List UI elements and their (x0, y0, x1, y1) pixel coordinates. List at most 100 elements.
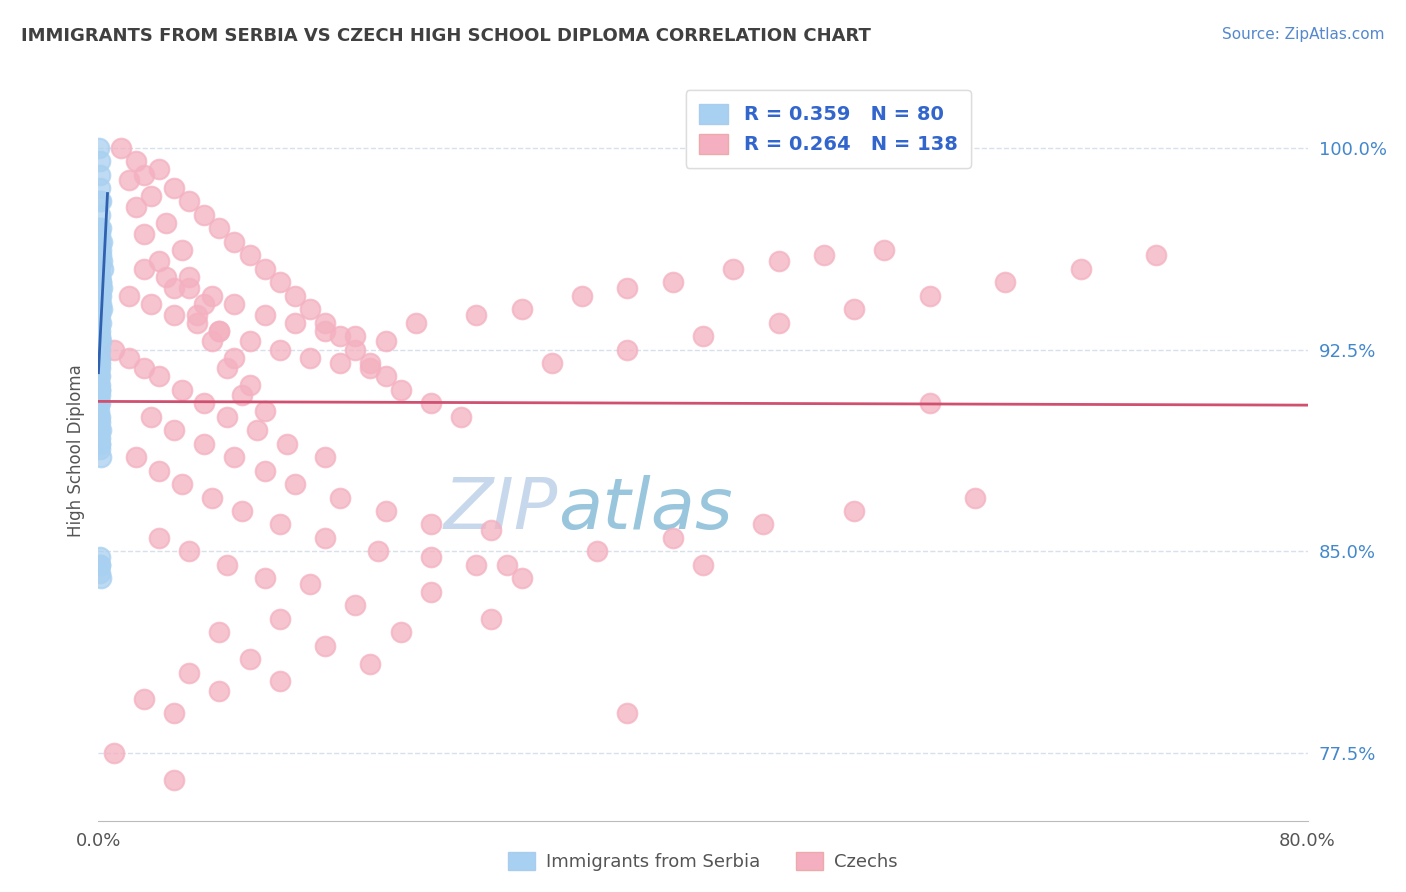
Point (89, 280, 111, 294)
Point (329, 491, 352, 505)
Point (276, 436, 298, 450)
Point (89, 275, 111, 289)
Point (224, 450, 246, 465)
Point (201, 491, 224, 505)
Point (90, 275, 112, 289)
Point (125, 450, 148, 465)
Point (692, 329, 714, 343)
Point (314, 531, 336, 545)
Text: atlas: atlas (558, 475, 733, 544)
Point (231, 504, 253, 518)
Point (269, 275, 291, 289)
Point (299, 576, 322, 591)
Point (87, 356, 110, 370)
Legend: R = 0.359   N = 80, R = 0.264   N = 138: R = 0.359 N = 80, R = 0.264 N = 138 (686, 90, 972, 168)
Point (89, 261, 111, 276)
Point (148, 253, 170, 268)
Text: IMMIGRANTS FROM SERBIA VS CZECH HIGH SCHOOL DIPLOMA CORRELATION CHART: IMMIGRANTS FROM SERBIA VS CZECH HIGH SCH… (21, 27, 870, 45)
Point (141, 189, 163, 203)
Point (215, 409, 238, 424)
Point (89, 431, 111, 445)
Point (768, 253, 790, 268)
Point (208, 684, 231, 698)
Point (89, 181, 111, 195)
Point (89, 235, 111, 249)
Point (661, 531, 683, 545)
Point (344, 329, 367, 343)
Point (215, 361, 238, 376)
Point (208, 324, 231, 338)
Point (118, 288, 141, 302)
Point (89, 308, 111, 322)
Point (299, 351, 322, 365)
Point (89, 436, 111, 450)
Point (89, 140, 111, 154)
Point (155, 216, 177, 230)
Point (90, 334, 112, 349)
Point (208, 324, 231, 338)
Point (89, 168, 111, 182)
Point (163, 706, 186, 720)
Point (89, 356, 111, 370)
Point (374, 369, 396, 384)
Point (179, 280, 201, 294)
Point (481, 523, 503, 537)
Point (89, 558, 111, 572)
Point (163, 773, 186, 788)
Point (284, 288, 307, 302)
Point (246, 423, 269, 437)
Point (329, 356, 352, 370)
Point (208, 625, 231, 640)
Point (201, 334, 224, 349)
Point (360, 361, 382, 376)
Point (918, 288, 941, 302)
Point (616, 706, 638, 720)
Point (89, 361, 111, 376)
Point (90, 571, 112, 585)
Point (224, 235, 246, 249)
Point (179, 544, 201, 558)
Point (90, 423, 112, 437)
Point (239, 248, 262, 262)
Point (132, 227, 155, 241)
Point (420, 517, 443, 532)
Text: ZIP: ZIP (443, 475, 558, 544)
Point (89, 566, 111, 580)
Point (844, 302, 866, 317)
Point (329, 329, 352, 343)
Point (89, 442, 111, 456)
Point (465, 308, 488, 322)
Point (367, 544, 389, 558)
Point (299, 302, 322, 317)
Point (89, 431, 111, 445)
Point (87, 423, 110, 437)
Point (163, 181, 186, 195)
Point (253, 571, 276, 585)
Point (284, 477, 307, 491)
Point (405, 316, 427, 330)
Point (179, 665, 201, 680)
Point (1070, 261, 1092, 276)
Point (89, 409, 111, 424)
Point (360, 356, 382, 370)
Point (90, 450, 112, 465)
Point (90, 297, 112, 311)
Point (89, 343, 111, 357)
Point (1146, 248, 1168, 262)
Point (420, 549, 443, 564)
Point (90, 275, 112, 289)
Point (148, 531, 170, 545)
Point (170, 383, 193, 397)
Point (89, 415, 111, 429)
Point (91, 253, 114, 268)
Point (586, 544, 609, 558)
Point (163, 280, 186, 294)
Point (118, 351, 141, 365)
Point (148, 464, 170, 478)
Point (148, 162, 170, 177)
Point (89, 415, 111, 429)
Point (89, 383, 111, 397)
Point (91, 261, 114, 276)
Point (89, 396, 111, 410)
Point (89, 351, 111, 365)
